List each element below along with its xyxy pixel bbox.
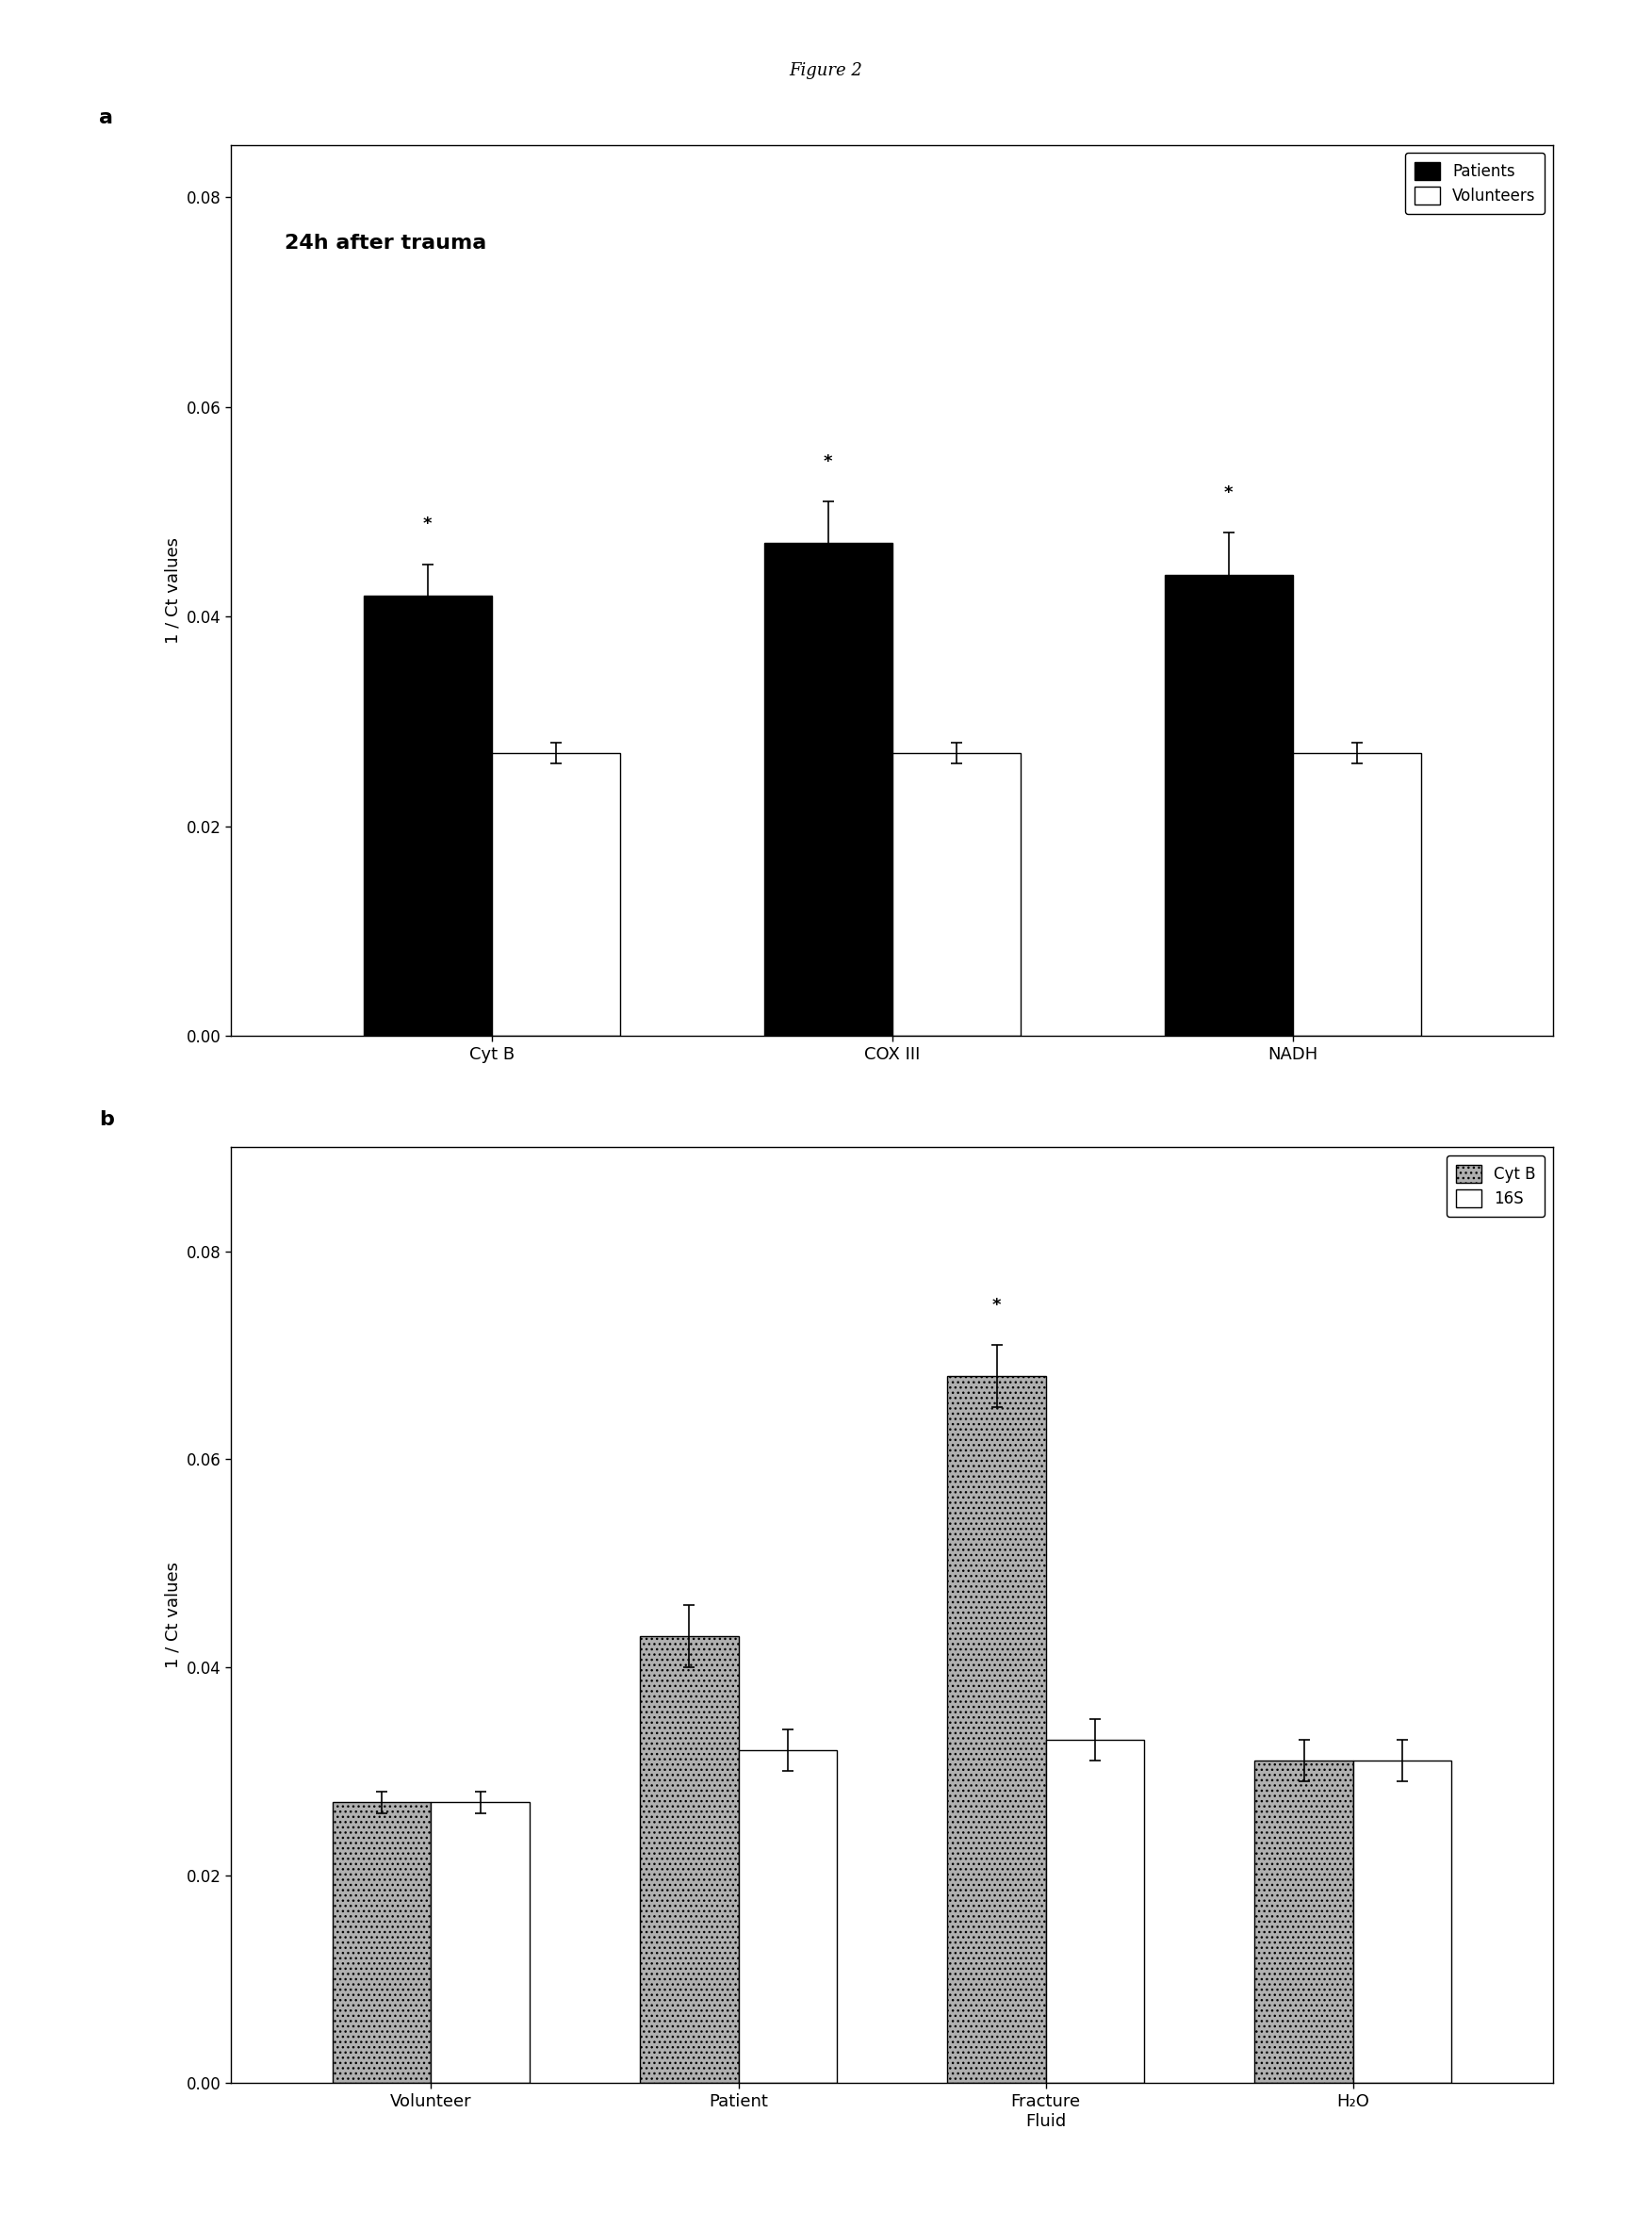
- Bar: [1165, 575, 1292, 1036]
- Bar: [1292, 753, 1421, 1036]
- Bar: [1353, 1760, 1452, 2083]
- Bar: [892, 753, 1021, 1036]
- Y-axis label: 1 / Ct values: 1 / Ct values: [165, 1562, 182, 1669]
- Bar: [431, 1802, 529, 2083]
- Text: *: *: [423, 517, 431, 532]
- Text: *: *: [1224, 483, 1232, 501]
- Bar: [947, 1377, 1046, 2083]
- Bar: [363, 595, 492, 1036]
- Bar: [492, 753, 620, 1036]
- Bar: [1256, 1760, 1353, 2083]
- Bar: [738, 1751, 838, 2083]
- Bar: [639, 1635, 738, 2083]
- Bar: [332, 1802, 431, 2083]
- Text: *: *: [993, 1297, 1001, 1315]
- Text: 24h after trauma: 24h after trauma: [284, 234, 486, 252]
- Text: Figure 2: Figure 2: [790, 62, 862, 80]
- Text: a: a: [99, 109, 114, 127]
- Legend: Cyt B, 16S: Cyt B, 16S: [1447, 1156, 1545, 1216]
- Y-axis label: 1 / Ct values: 1 / Ct values: [165, 537, 182, 644]
- Bar: [763, 544, 892, 1036]
- Legend: Patients, Volunteers: Patients, Volunteers: [1406, 154, 1545, 214]
- Text: b: b: [99, 1110, 114, 1130]
- Text: *: *: [824, 452, 833, 470]
- Bar: [1046, 1740, 1145, 2083]
